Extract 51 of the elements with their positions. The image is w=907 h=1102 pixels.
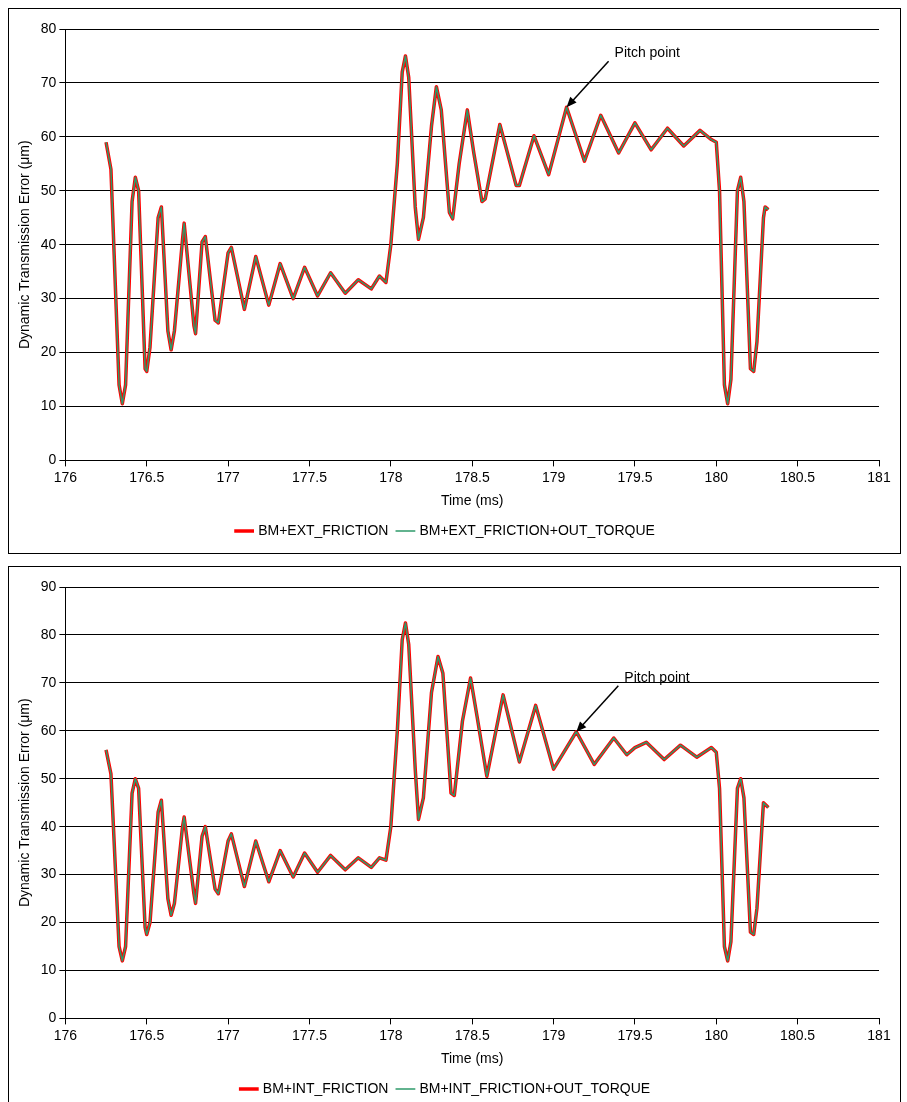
y-tick-label: 30: [40, 865, 57, 882]
legend-label: BM+INT_FRICTION+OUT_TORQUE: [419, 1079, 651, 1096]
x-tick-label: 177.5: [291, 1026, 328, 1043]
y-tick-label: 10: [40, 397, 57, 414]
y-tick-label: 10: [40, 961, 57, 978]
x-tick-label: 179: [541, 1026, 566, 1043]
y-tick-label: 80: [40, 625, 57, 642]
x-tick-label: 177: [216, 468, 240, 485]
annotation: Pitch point: [624, 668, 690, 685]
x-tick-label: 181: [867, 468, 891, 485]
y-tick-label: 20: [40, 913, 57, 930]
annotation: Pitch point: [614, 44, 681, 61]
legend-label: BM+EXT_FRICTION: [258, 521, 389, 538]
x-tick-label: 180: [704, 1026, 729, 1043]
x-tick-label: 180.5: [780, 468, 816, 485]
x-axis-title: Time (ms): [440, 492, 504, 509]
x-tick-label: 178.5: [454, 1026, 490, 1043]
x-tick-label: 176.5: [129, 468, 165, 485]
y-tick-label: 30: [40, 289, 57, 306]
x-tick-label: 178: [379, 1026, 403, 1043]
y-tick-label: 40: [40, 817, 57, 834]
x-tick-label: 176: [53, 468, 78, 485]
y-tick-label: 0: [48, 1009, 57, 1026]
y-tick-label: 70: [40, 673, 57, 690]
x-tick-label: 176: [53, 1026, 78, 1043]
y-axis-title: Dynamic Transmission Error (μm): [16, 140, 33, 350]
y-tick-label: 60: [40, 721, 57, 738]
y-axis-title: Dynamic Transmission Error (μm): [16, 698, 33, 908]
y-tick-label: 60: [40, 127, 57, 144]
x-tick-label: 181: [867, 1026, 891, 1043]
y-tick-label: 80: [40, 19, 57, 36]
x-tick-label: 179.5: [617, 1026, 653, 1043]
legend-label: BM+EXT_FRICTION+OUT_TORQUE: [419, 521, 655, 538]
x-tick-label: 178.5: [454, 468, 490, 485]
x-tick-label: 176.5: [129, 1026, 165, 1043]
y-tick-label: 20: [40, 343, 57, 360]
legend-label: BM+INT_FRICTION: [262, 1079, 389, 1096]
y-tick-label: 70: [40, 73, 57, 90]
y-tick-label: 50: [40, 769, 57, 786]
y-tick-label: 50: [40, 181, 57, 198]
x-tick-label: 178: [379, 468, 403, 485]
x-tick-label: 177: [216, 1026, 240, 1043]
x-tick-label: 179.5: [617, 468, 653, 485]
x-tick-label: 180.5: [780, 1026, 816, 1043]
x-tick-label: 179: [541, 468, 566, 485]
x-axis-title: Time (ms): [440, 1050, 504, 1067]
y-tick-label: 90: [40, 577, 57, 594]
y-tick-label: 40: [40, 235, 57, 252]
y-tick-label: 0: [48, 451, 57, 468]
x-tick-label: 177.5: [291, 468, 328, 485]
x-tick-label: 180: [704, 468, 729, 485]
